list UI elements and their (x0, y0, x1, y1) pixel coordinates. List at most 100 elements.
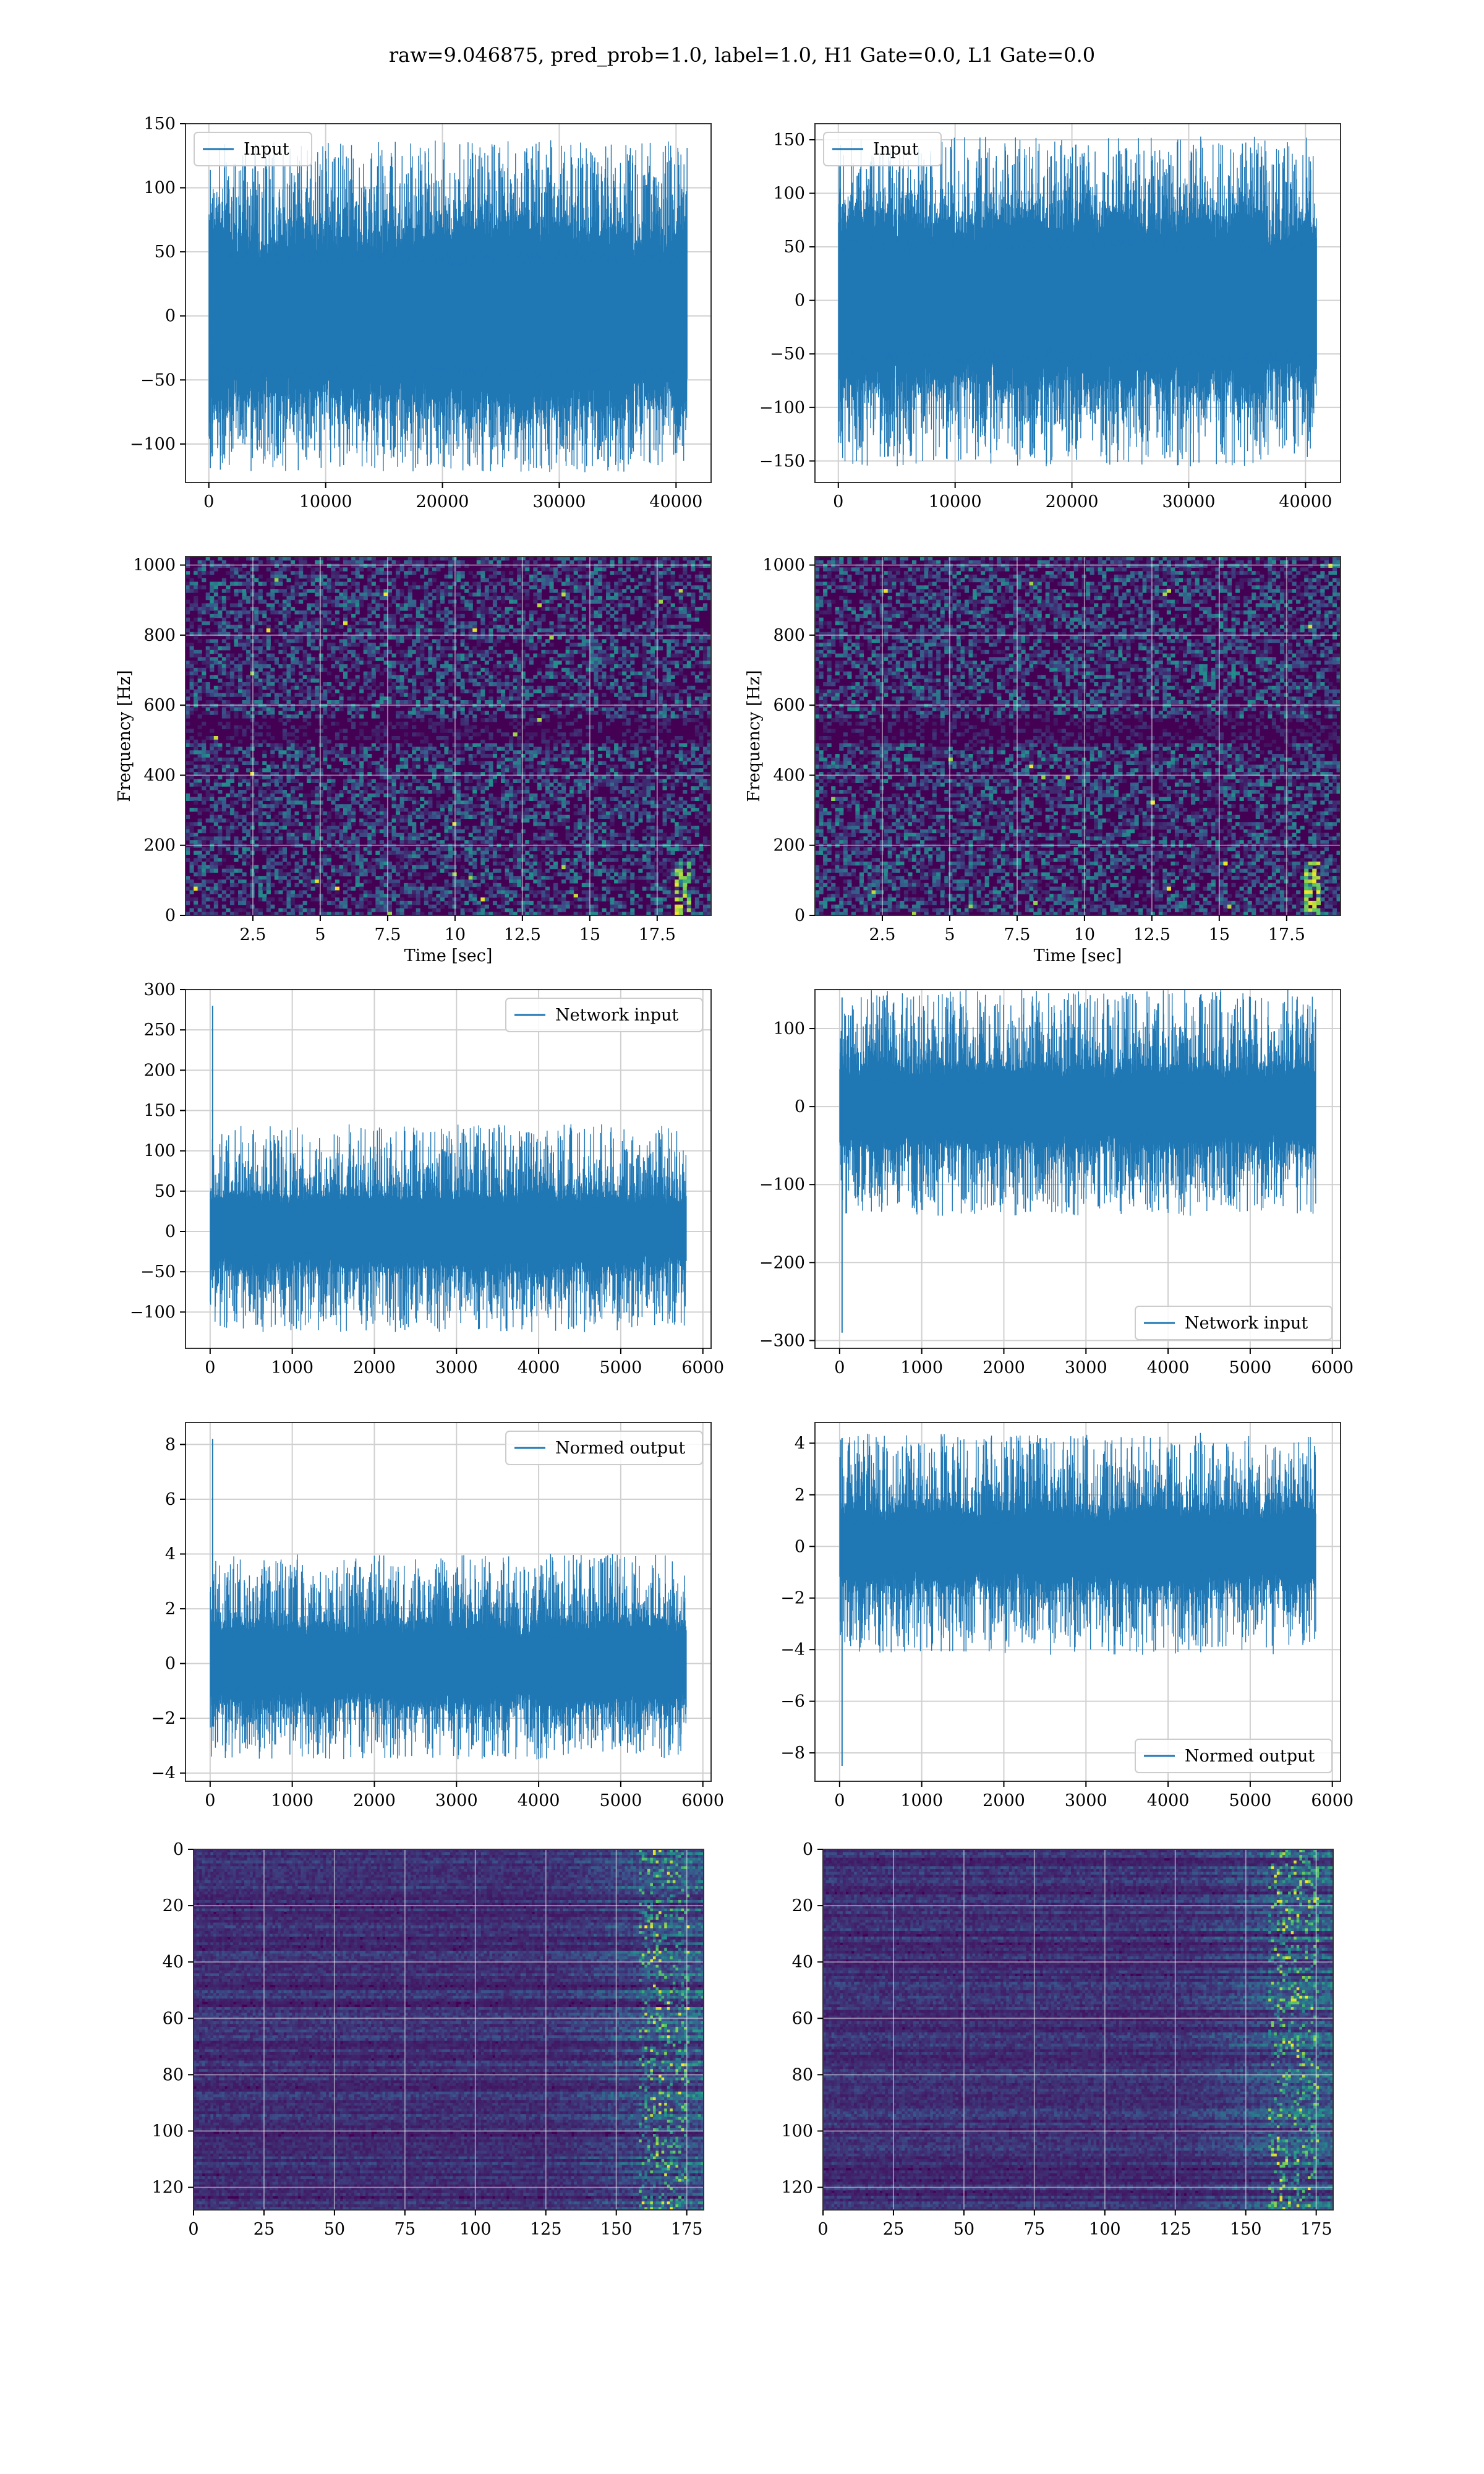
x-tick-label: 40000 (1279, 492, 1332, 511)
y-tick-label: −50 (140, 370, 176, 390)
y-tick-label: 600 (143, 696, 176, 715)
y-tick-label: 600 (773, 696, 805, 715)
y-tick-label: 0 (165, 307, 176, 326)
normed-output-l1-series-core (840, 1518, 1316, 1575)
x-tick-label: 10 (1074, 925, 1095, 944)
y-tick-label: 100 (143, 1142, 176, 1161)
features-l1-plot-area (823, 1849, 1334, 2211)
x-tick-label: 4000 (518, 1791, 560, 1810)
x-tick-label: 2000 (353, 1791, 396, 1810)
network-input-h1-chart: 0 1000 2000 3000 4000 5000 6000−100−5005010015… (130, 980, 724, 1377)
y-tick-label: 50 (155, 1182, 176, 1201)
x-tick-label: 1000 (271, 1791, 313, 1810)
y-axis-label: Frequency [Hz] (744, 670, 764, 802)
x-tick-label: 0 (833, 492, 843, 511)
y-tick-label: 0 (795, 1537, 805, 1556)
x-tick-label: 1000 (271, 1358, 313, 1377)
y-tick-label: −100 (759, 398, 805, 417)
spectrogram-h1-plot-area (186, 557, 712, 916)
y-tick-label: −8 (780, 1744, 805, 1763)
spectrogram-l1-plot-area (815, 557, 1341, 916)
x-tick-label: 7.5 (1004, 925, 1030, 944)
x-tick-label: 5000 (1229, 1791, 1272, 1810)
y-tick-label: 0 (795, 291, 805, 310)
y-tick-label: −50 (770, 345, 805, 364)
y-tick-label: 80 (163, 2065, 184, 2084)
normed-output-l1-chart: 0 1000 2000 3000 4000 5000 6000−8−6−4−2024Norm… (780, 1423, 1354, 1810)
x-tick-label: 175 (671, 2220, 703, 2239)
input-l1-legend: Input (824, 132, 941, 166)
x-tick-label: 20000 (1046, 492, 1099, 511)
y-tick-label: 100 (781, 2121, 813, 2141)
x-tick-label: 100 (459, 2220, 492, 2239)
y-tick-label: 2 (165, 1599, 176, 1619)
y-tick-label: 80 (792, 2065, 813, 2084)
y-tick-label: 250 (143, 1021, 176, 1040)
y-tick-label: 0 (165, 906, 176, 925)
x-tick-label: 0 (188, 2220, 198, 2239)
y-tick-label: 300 (143, 980, 176, 999)
y-tick-label: 20 (163, 1896, 184, 1915)
figure-title: raw=9.046875, pred_prob=1.0, label=1.0, … (389, 43, 1095, 67)
x-tick-label: 0 (834, 1358, 845, 1377)
x-tick-label: 0 (817, 2220, 828, 2239)
x-axis-label: Time [sec] (1034, 946, 1122, 965)
x-tick-label: 3000 (435, 1791, 478, 1810)
x-tick-label: 3000 (1065, 1791, 1107, 1810)
y-tick-label: 60 (792, 2009, 813, 2028)
x-tick-label: 17.5 (639, 925, 676, 944)
y-tick-label: −4 (780, 1640, 805, 1659)
y-tick-label: 100 (143, 179, 176, 198)
x-tick-label: 4000 (1147, 1791, 1190, 1810)
x-tick-label: 6000 (1311, 1791, 1354, 1810)
x-tick-label: 50 (324, 2220, 345, 2239)
y-tick-label: 800 (143, 626, 176, 645)
y-tick-label: −150 (759, 452, 805, 471)
x-tick-label: 2000 (983, 1358, 1025, 1377)
x-tick-label: 12.5 (504, 925, 541, 944)
x-tick-label: 10000 (299, 492, 352, 511)
network-input-h1-series-core (210, 1203, 686, 1261)
x-tick-label: 15 (1209, 925, 1230, 944)
y-tick-label: 400 (773, 766, 805, 785)
network-input-l1-plot-area (815, 990, 1341, 1348)
y-tick-label: 40 (792, 1953, 813, 1972)
x-tick-label: 30000 (532, 492, 586, 511)
spectrogram-l1-chart: 2.5 5 7.5 10 12.5 15 17.502004006008001000Time… (744, 556, 1341, 965)
normed-output-h1-plot-area (186, 1423, 711, 1781)
input-h1-legend: Input (194, 132, 312, 166)
y-tick-label: −6 (780, 1692, 805, 1711)
x-tick-label: 4000 (518, 1358, 560, 1377)
x-tick-label: 12.5 (1133, 925, 1171, 944)
x-tick-label: 2.5 (239, 925, 266, 944)
input-h1-series-core (209, 249, 687, 383)
y-tick-label: 0 (173, 1840, 184, 1859)
legend-label: Input (873, 140, 919, 159)
y-tick-label: 6 (165, 1490, 176, 1509)
y-tick-label: 60 (163, 2009, 184, 2028)
features-h1-plot-area (194, 1849, 704, 2211)
network-input-l1-legend: Network input (1135, 1306, 1332, 1340)
network-input-l1-chart: 0 1000 2000 3000 4000 5000 6000−300−200−100010… (759, 990, 1354, 1377)
y-tick-label: 200 (773, 836, 805, 855)
input-l1-series-core (838, 235, 1316, 366)
y-tick-label: 0 (165, 1222, 176, 1241)
legend-label: Normed output (1185, 1747, 1315, 1766)
x-tick-label: 5000 (1229, 1358, 1272, 1377)
input-h1-plot-area (186, 124, 711, 482)
y-tick-label: 150 (773, 131, 805, 150)
network-input-h1-plot-area (186, 990, 711, 1348)
x-axis-label: Time [sec] (404, 946, 493, 965)
y-tick-label: 50 (155, 242, 176, 262)
input-l1-plot-area (815, 124, 1341, 482)
y-tick-label: −100 (759, 1175, 805, 1194)
normed-output-l1-legend: Normed output (1135, 1739, 1332, 1773)
x-tick-label: 4000 (1147, 1358, 1190, 1377)
y-tick-label: 120 (781, 2178, 813, 2198)
y-tick-label: 120 (151, 2178, 184, 2198)
x-tick-label: 5000 (600, 1358, 642, 1377)
x-tick-label: 20000 (416, 492, 469, 511)
